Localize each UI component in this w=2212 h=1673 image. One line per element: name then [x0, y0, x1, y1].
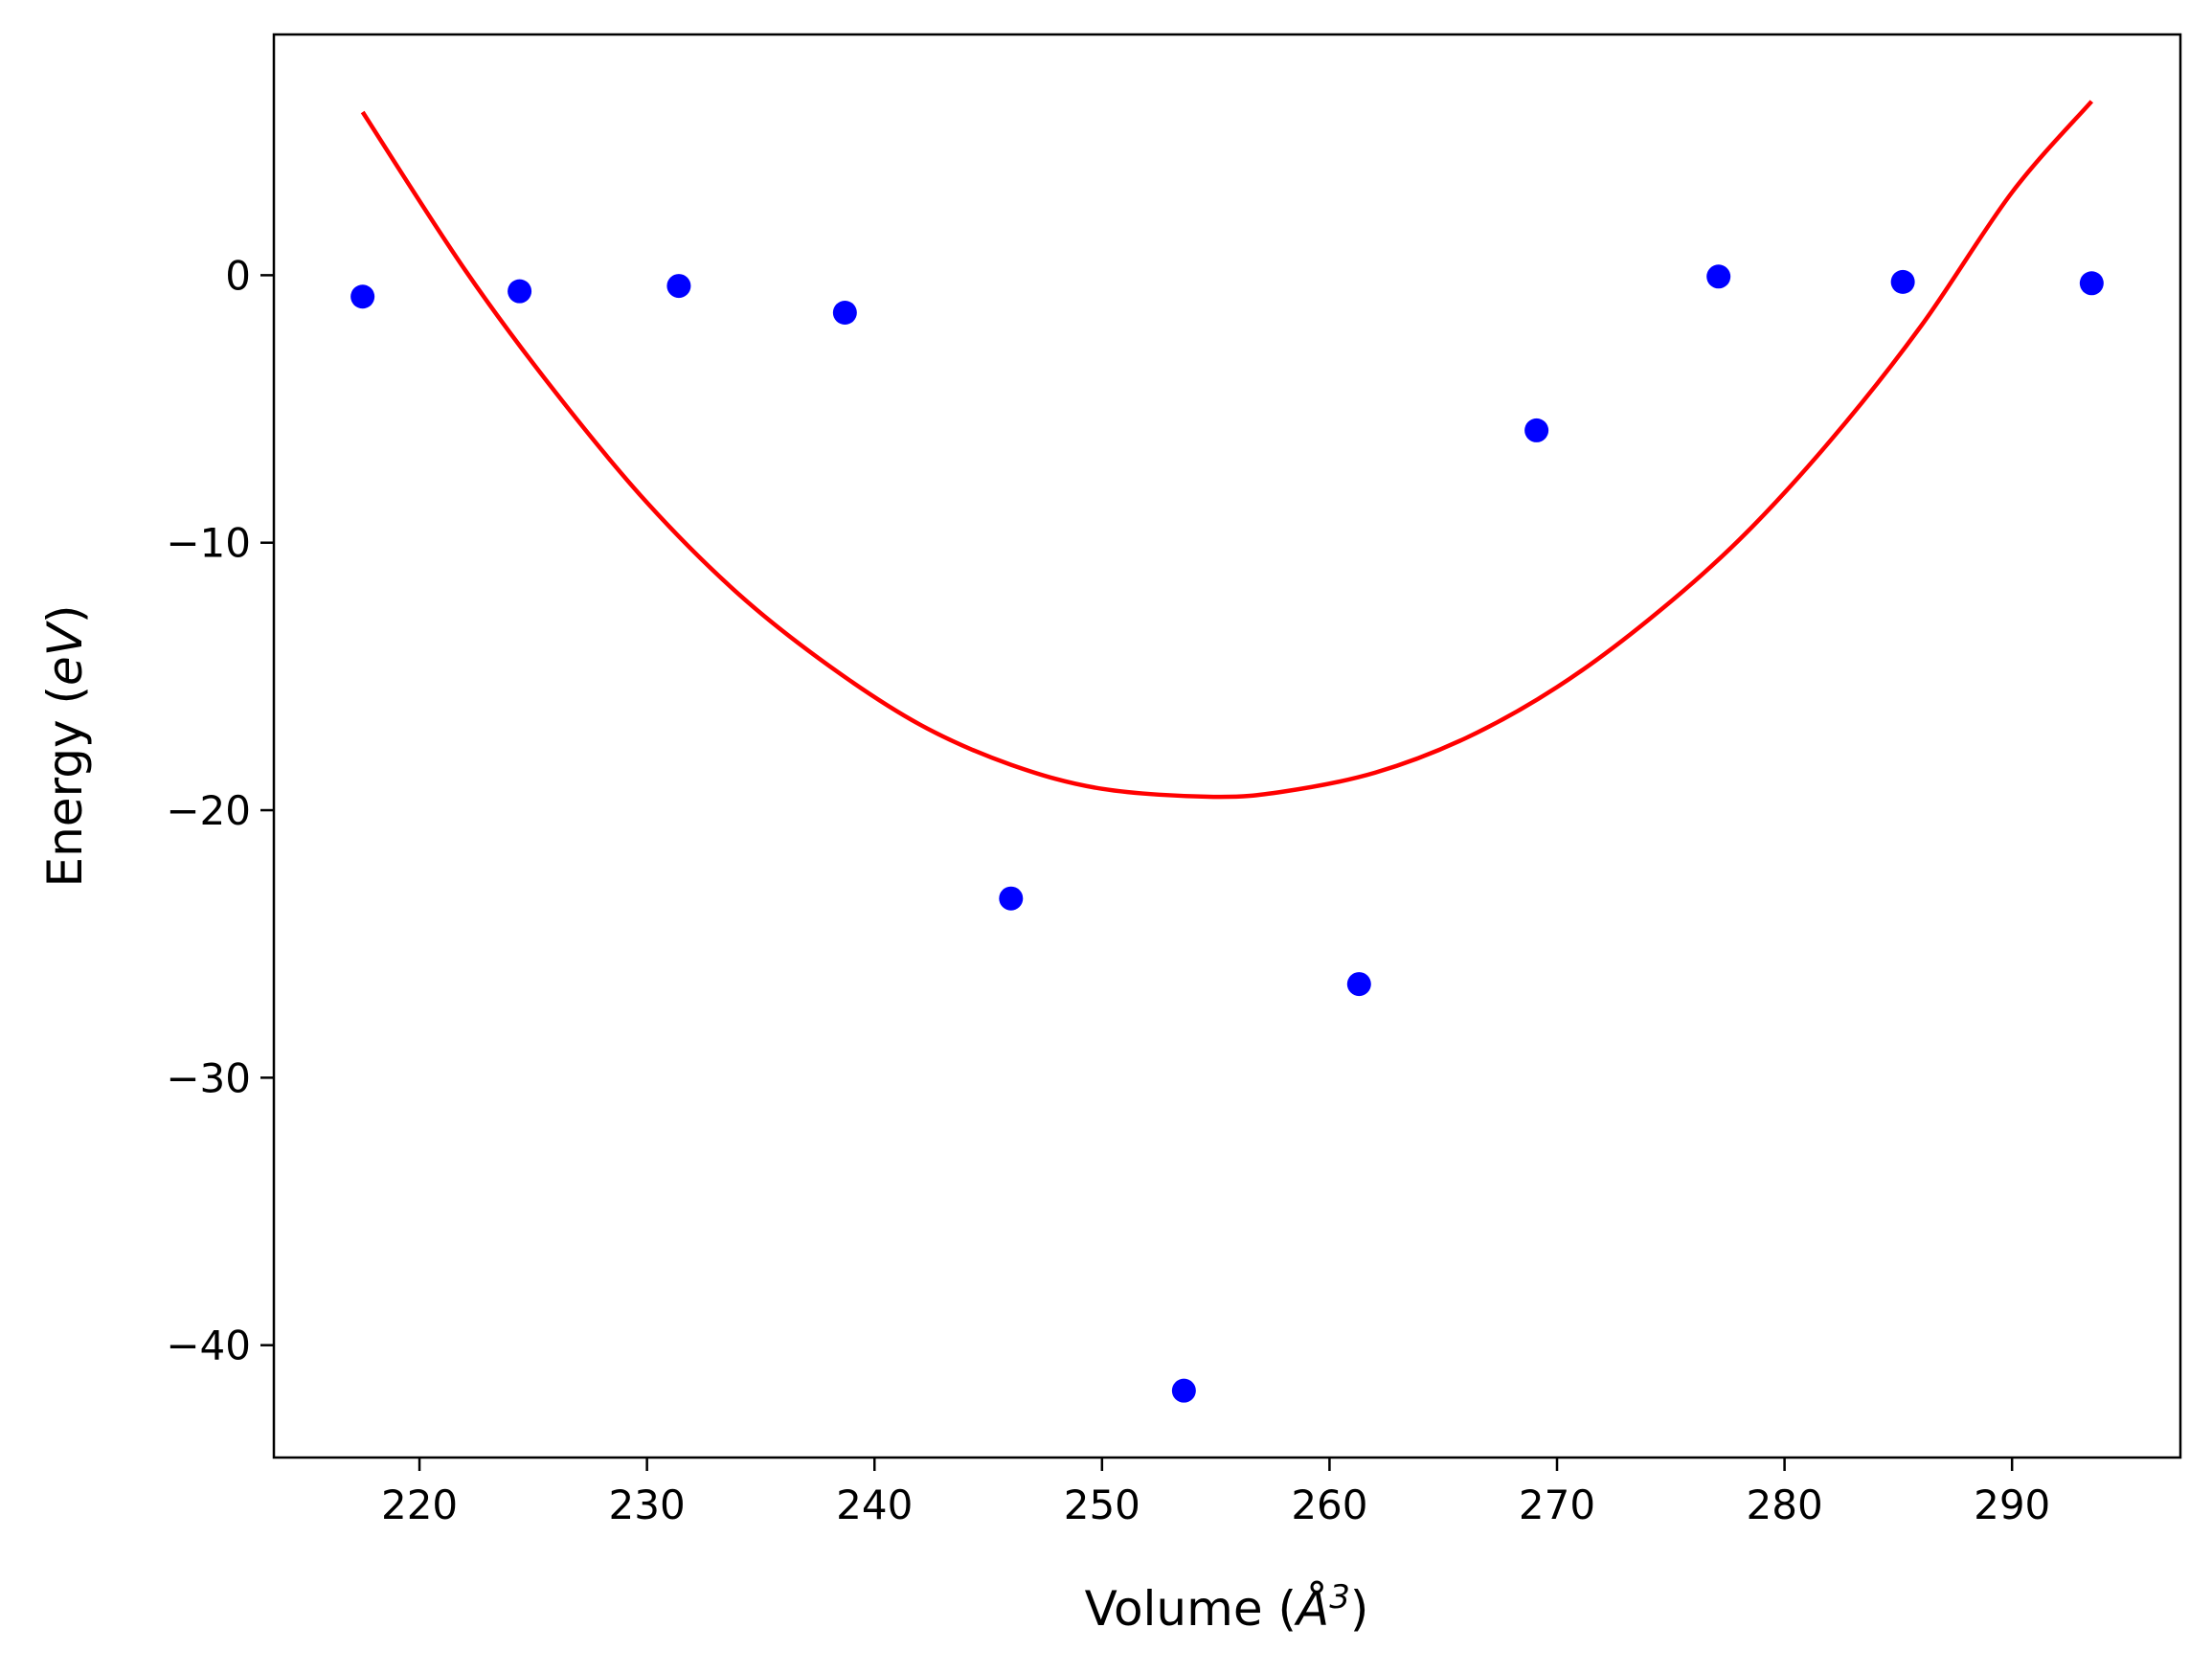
data-point: [508, 279, 532, 304]
x-tick-label: 240: [836, 1481, 913, 1528]
y-tick-label: −10: [166, 520, 251, 567]
x-axis-label: Volume (Å3): [1085, 1578, 1369, 1637]
plot-frame: [272, 33, 2182, 1459]
data-point: [1706, 264, 1731, 289]
data-point: [832, 300, 857, 325]
data-point: [350, 284, 375, 309]
data-point: [1171, 1378, 1196, 1403]
x-tick-label: 270: [1519, 1481, 1595, 1528]
y-tick-label: −30: [166, 1054, 251, 1101]
data-point: [1524, 418, 1549, 442]
data-point: [2079, 271, 2104, 296]
y-tick-label: −40: [166, 1323, 251, 1369]
y-tick-label: 0: [225, 252, 251, 299]
data-point: [1346, 972, 1371, 997]
x-tick-label: 290: [1974, 1481, 2050, 1528]
data-point: [999, 886, 1024, 911]
data-point: [666, 274, 691, 299]
x-tick-label: 220: [381, 1481, 458, 1528]
x-tick-label: 230: [609, 1481, 686, 1528]
x-tick-label: 260: [1291, 1481, 1367, 1528]
x-tick-label: 280: [1747, 1481, 1823, 1528]
x-tick-label: 250: [1064, 1481, 1140, 1528]
y-axis-label: Energy (eV): [37, 605, 93, 888]
y-tick-label: −20: [166, 787, 251, 834]
plot-area: [274, 34, 2180, 1458]
fit-curve-line: [360, 100, 2093, 800]
data-point: [1890, 269, 1915, 294]
